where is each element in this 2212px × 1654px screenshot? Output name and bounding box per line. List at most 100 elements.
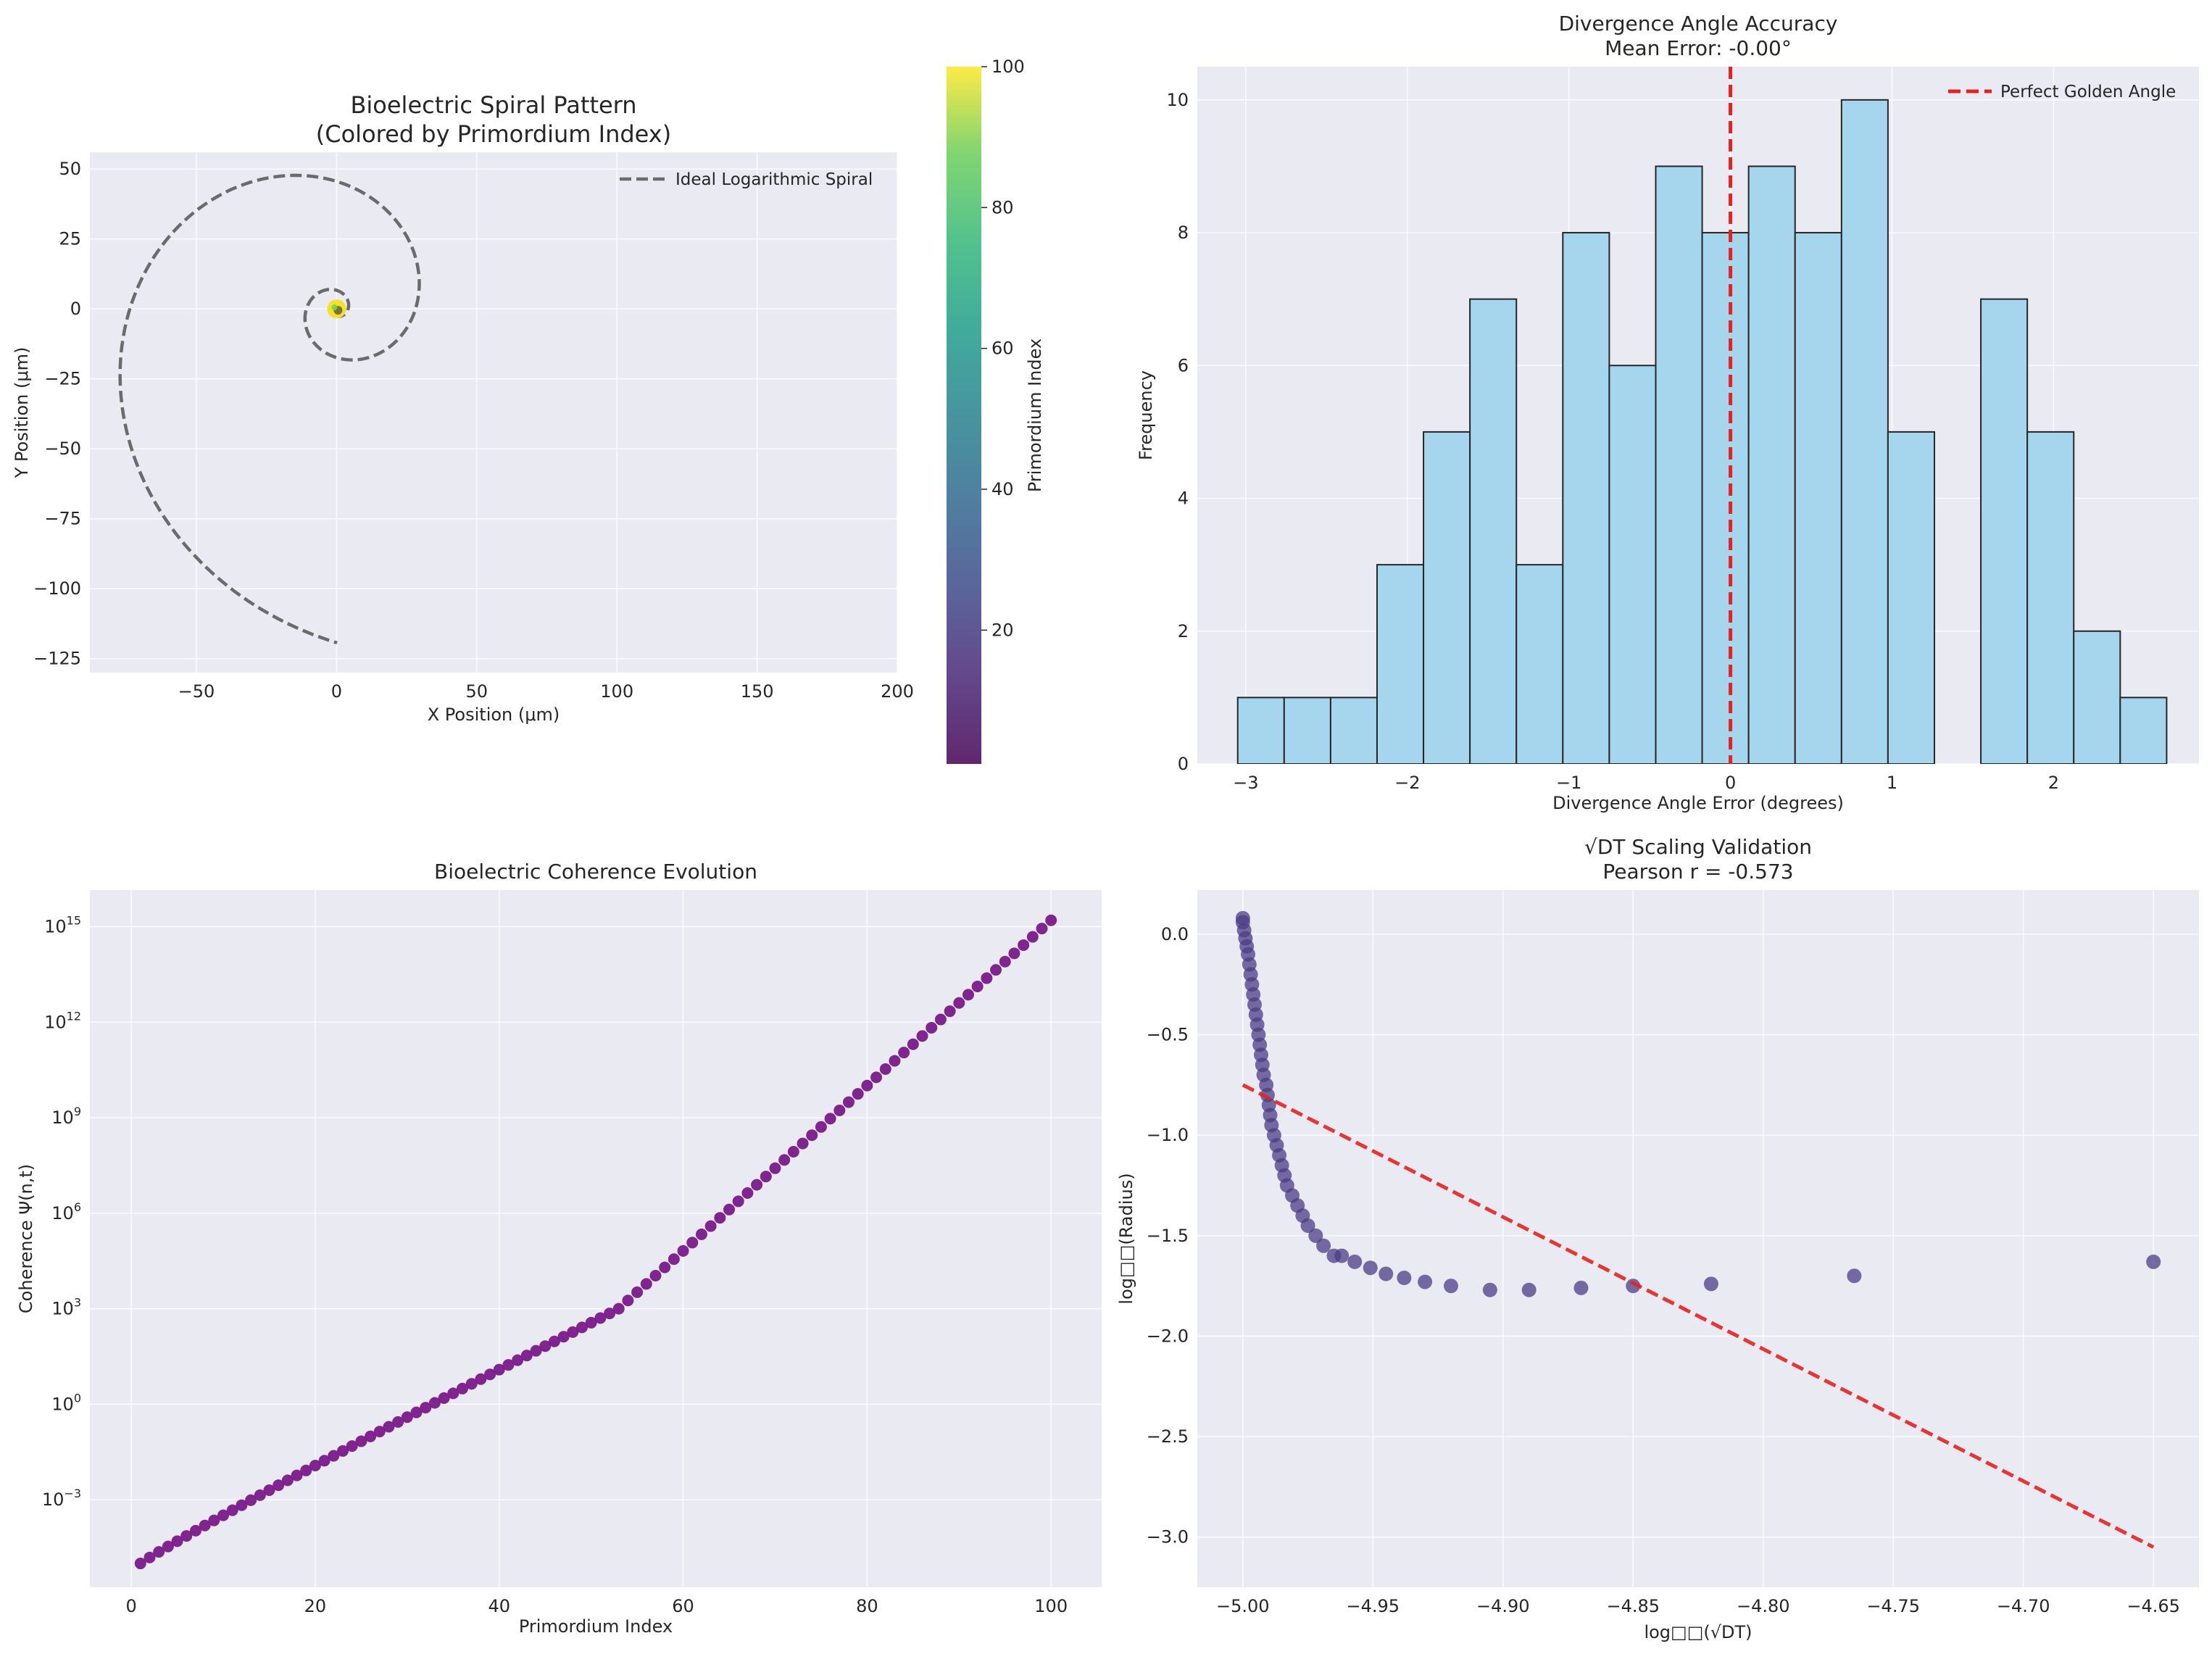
histogram-bar [1887, 431, 1935, 764]
histogram-bar [1562, 232, 1610, 764]
coherence-point [787, 1145, 799, 1158]
coherence-point [723, 1203, 736, 1215]
coherence-point [281, 1474, 294, 1487]
coherence-point [346, 1440, 358, 1453]
spiral-ytick-label: 50 [59, 159, 81, 179]
scaling-xtick-label: −4.70 [1997, 1596, 2050, 1616]
coherence-point [567, 1326, 579, 1338]
coherence-point [383, 1421, 395, 1433]
histogram-bar [1608, 365, 1657, 764]
coherence-point [144, 1551, 156, 1563]
coherence-point [732, 1195, 744, 1208]
histogram-xtick-label: 0 [1725, 773, 1736, 793]
primordia-cluster [327, 299, 346, 319]
coherence-xtick-label: 100 [1034, 1596, 1068, 1616]
colorbar-gradient [947, 67, 981, 764]
coherence-point [226, 1504, 238, 1516]
coherence-point [475, 1373, 487, 1385]
coherence-point [649, 1270, 662, 1282]
scaling-xticks: −5.00 −4.95 −4.90 −4.85 −4.80 −4.75 −4.70 −4.65 [1216, 1596, 2180, 1616]
histogram-xtick-label: −2 [1394, 773, 1420, 793]
scaling-point [1573, 1280, 1589, 1295]
coherence-title: Bioelectric Coherence Evolution [434, 860, 757, 884]
histogram-ytick-label: 0 [1178, 754, 1189, 774]
spiral-ytick-label: −75 [44, 509, 81, 529]
scaling-point [1300, 1218, 1315, 1233]
scaling-point [2146, 1254, 2161, 1269]
coherence-point [668, 1253, 680, 1266]
scaling-point [1521, 1282, 1537, 1297]
coherence-point [1045, 914, 1057, 926]
colorbar-tick-label: 20 [991, 620, 1014, 640]
coherence-panel: 10−3 100 103 106 109 1012 1015 0 20 40 60 80 100 Bi… [16, 860, 1102, 1637]
spiral-xtick-label: 200 [881, 681, 914, 702]
histogram-bar [1469, 298, 1518, 764]
coherence-point [539, 1340, 552, 1352]
scaling-xtick-label: −4.95 [1347, 1596, 1400, 1616]
coherence-point [420, 1402, 432, 1414]
coherence-point [612, 1302, 625, 1315]
spiral-y-axis-label: Y Position (μm) [12, 347, 32, 479]
coherence-ytick-label: 10−3 [42, 1487, 81, 1510]
coherence-xtick-label: 20 [304, 1596, 327, 1616]
coherence-point [640, 1278, 652, 1290]
scaling-point [1334, 1248, 1350, 1263]
coherence-point [1036, 923, 1048, 935]
spiral-yticks: −125 −100 −75 −50 −25 0 25 50 [33, 159, 81, 669]
coherence-point [695, 1229, 707, 1241]
scaling-ytick-label: −1.5 [1147, 1226, 1189, 1246]
scaling-plot-area [1197, 890, 2199, 1587]
spiral-legend: Ideal Logarithmic Spiral [620, 170, 873, 189]
coherence-point [134, 1558, 146, 1570]
coherence-point [428, 1397, 441, 1409]
spiral-legend-label: Ideal Logarithmic Spiral [675, 170, 873, 189]
spiral-subtitle: (Colored by Primordium Index) [316, 120, 671, 148]
coherence-point [622, 1294, 634, 1307]
coherence-point [852, 1088, 864, 1100]
histogram-xticks: −3 −2 −1 0 1 2 [1233, 773, 2059, 793]
coherence-point [337, 1445, 349, 1457]
histogram-panel: 0 2 4 6 8 10 −3 −2 −1 0 1 2 Divergence Angle Accur… [1136, 12, 2199, 813]
colorbar-tick-label: 100 [991, 57, 1025, 77]
histogram-bar [1329, 697, 1378, 764]
histogram-title: Divergence Angle Accuracy [1559, 12, 1838, 36]
histogram-legend: Perfect Golden Angle [1948, 83, 2176, 101]
coherence-xtick-label: 80 [856, 1596, 878, 1616]
coherence-point [704, 1220, 717, 1232]
scaling-ytick-label: −3.0 [1147, 1527, 1189, 1547]
coherence-point [714, 1212, 726, 1224]
histogram-bar [1701, 232, 1750, 764]
scaling-xtick-label: −4.75 [1866, 1596, 1920, 1616]
spiral-xtick-label: 100 [600, 681, 633, 702]
coherence-point [355, 1435, 367, 1447]
scaling-point [1308, 1228, 1323, 1243]
coherence-point [180, 1530, 193, 1542]
spiral-ytick-label: −25 [44, 369, 81, 389]
coherence-point [990, 964, 1002, 976]
histogram-yticks: 0 2 4 6 8 10 [1166, 90, 1189, 774]
coherence-point [585, 1316, 597, 1329]
histogram-x-axis-label: Divergence Angle Error (degrees) [1552, 793, 1844, 813]
coherence-point [843, 1096, 855, 1108]
coherence-xtick-label: 40 [488, 1596, 510, 1616]
coherence-point [557, 1331, 570, 1343]
histogram-ytick-label: 10 [1166, 90, 1189, 110]
scaling-point [1847, 1268, 1862, 1284]
spiral-ytick-label: 25 [59, 229, 81, 249]
scaling-point [1347, 1254, 1363, 1269]
histogram-bar [2119, 697, 2168, 764]
coherence-ytick-label: 100 [51, 1391, 81, 1414]
coherence-point [263, 1484, 275, 1497]
scaling-ytick-label: −0.5 [1147, 1025, 1189, 1045]
coherence-point [254, 1489, 266, 1501]
coherence-point [971, 980, 984, 992]
coherence-point [236, 1499, 248, 1511]
coherence-point [328, 1450, 340, 1462]
spiral-xtick-label: 150 [741, 681, 774, 702]
coherence-point [741, 1187, 754, 1200]
coherence-y-axis-label: Coherence Ψ(n,t) [16, 1164, 36, 1313]
coherence-ytick-label: 106 [51, 1200, 81, 1223]
coherence-ytick-label: 1012 [44, 1009, 81, 1032]
coherence-point [898, 1047, 910, 1059]
